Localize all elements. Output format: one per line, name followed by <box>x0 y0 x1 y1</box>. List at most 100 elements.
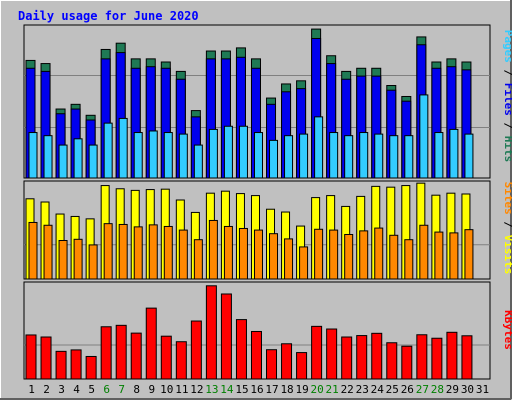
sites-bar <box>208 219 218 280</box>
sites-bar <box>58 240 68 280</box>
sites-bar <box>238 227 248 280</box>
legend-entry-kbytes: KBytes <box>502 310 512 350</box>
pages-bar <box>208 128 218 179</box>
kbytes-bar <box>235 319 247 380</box>
kbytes-bar <box>130 332 142 380</box>
x-tick-label: 3 <box>58 383 65 396</box>
pages-bar <box>148 130 158 179</box>
x-tick-label: 25 <box>386 383 399 396</box>
kbytes-bar <box>341 336 353 380</box>
kbytes-bar <box>25 334 37 380</box>
legend-entry-hits: Hits <box>502 136 512 163</box>
sites-bar <box>464 229 474 280</box>
pages-bar <box>299 133 309 179</box>
kbytes-bar <box>356 335 368 380</box>
pages-bar <box>359 132 369 179</box>
kbytes-bar <box>446 331 458 380</box>
panel1-legend: Pages / Files / Hits <box>502 30 512 163</box>
kbytes-bar <box>296 352 308 380</box>
pages-bar <box>238 125 248 179</box>
pages-bar <box>28 132 38 179</box>
pages-bar <box>163 132 173 179</box>
x-tick-label: 29 <box>446 383 459 396</box>
legend-entry-pages: Pages <box>502 30 512 63</box>
kbytes-bar <box>371 332 383 380</box>
legend-entry-visits: Visits <box>502 235 512 275</box>
sites-bar <box>419 224 429 280</box>
kbytes-bar <box>431 337 443 380</box>
x-axis-tick-labels: 1 2 3 4 5 6 7 8 9 10 11 12 13 14 15 16 17 18 19 20 21 22 23 24 2… <box>28 383 489 396</box>
kbytes-bar <box>461 335 473 380</box>
pages-bar <box>43 135 53 179</box>
pages-bar <box>253 132 263 179</box>
kbytes-bar <box>416 334 428 380</box>
kbytes-bar <box>145 307 157 380</box>
kbytes-bar <box>55 350 67 380</box>
sites-bar <box>269 233 279 280</box>
pages-bar <box>404 135 414 179</box>
kbytes-bar <box>40 336 52 380</box>
sites-bar <box>253 229 263 280</box>
x-tick-label: 17 <box>265 383 278 396</box>
x-tick-label: 8 <box>133 383 140 396</box>
kbytes-bar <box>115 324 127 380</box>
x-tick-label: 11 <box>175 383 188 396</box>
kbytes-bar <box>85 355 97 380</box>
sites-bar <box>28 221 38 280</box>
kbytes-bar <box>311 325 323 380</box>
x-tick-label: 23 <box>356 383 369 396</box>
kbytes-bar <box>190 320 202 380</box>
pages-bar <box>374 133 384 179</box>
sites-bar <box>329 229 339 280</box>
x-tick-label: 9 <box>148 383 155 396</box>
chart-title: Daily usage for June 2020 <box>18 9 199 23</box>
sites-bar <box>163 225 173 280</box>
panel3-legend: KBytes <box>502 310 512 350</box>
kbytes-bar <box>401 345 413 380</box>
x-tick-label: 16 <box>250 383 263 396</box>
x-tick-label: 14 <box>220 383 234 396</box>
pages-bar <box>178 133 188 179</box>
x-tick-label: 7 <box>118 383 125 396</box>
sites-bar <box>284 238 294 280</box>
pages-bar <box>269 139 279 179</box>
pages-bar <box>103 122 113 179</box>
kbytes-bar <box>220 293 232 380</box>
pages-bar <box>389 135 399 179</box>
sites-bar <box>374 227 384 280</box>
pages-bar <box>118 117 128 179</box>
x-tick-label: 13 <box>205 383 218 396</box>
x-tick-label: 30 <box>461 383 474 396</box>
x-tick-label: 5 <box>88 383 95 396</box>
x-tick-label: 10 <box>160 383 173 396</box>
sites-bar <box>434 231 444 280</box>
sites-bar <box>223 225 233 280</box>
pages-bar <box>449 128 459 179</box>
panel2-legend: Sites / Visits <box>502 182 512 275</box>
x-tick-label: 4 <box>73 383 80 396</box>
pages-bar <box>58 144 68 179</box>
kbytes-bar <box>266 349 278 380</box>
sites-bar <box>43 224 53 280</box>
x-tick-label: 1 <box>28 383 35 396</box>
x-tick-label: 20 <box>311 383 324 396</box>
x-tick-label: 12 <box>190 383 203 396</box>
x-tick-label: 6 <box>103 383 110 396</box>
legend-entry-sites: Sites <box>502 182 512 215</box>
sites-bar <box>88 244 98 280</box>
kbytes-bar <box>175 341 187 380</box>
sites-bar <box>344 233 354 280</box>
pages-bar <box>434 132 444 179</box>
sites-bar <box>193 239 203 280</box>
pages-bar <box>73 138 83 179</box>
pages-bar <box>284 135 294 179</box>
kbytes-bar <box>386 342 398 380</box>
sites-bar <box>133 226 143 280</box>
pages-bar <box>464 133 474 179</box>
x-tick-label: 24 <box>371 383 385 396</box>
kbytes-bar <box>281 343 293 380</box>
sites-bar <box>449 232 459 280</box>
x-tick-label: 18 <box>280 383 293 396</box>
sites-bar <box>404 239 414 280</box>
